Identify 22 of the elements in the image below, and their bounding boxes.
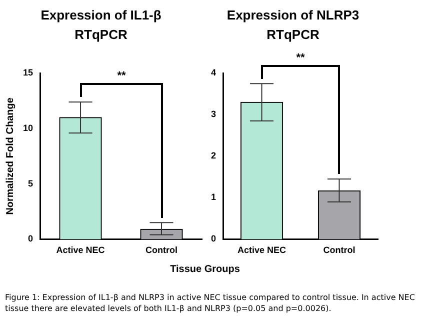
y-tick-label: 1 xyxy=(210,192,216,202)
y-axis-title: Normalized Fold Change xyxy=(4,97,16,215)
y-tick-label: 0 xyxy=(28,234,34,244)
x-axis-title: Tissue Groups xyxy=(169,264,241,275)
chart-title: Expression of NLRP3 xyxy=(226,7,360,22)
x-tick-label: Control xyxy=(323,245,356,256)
x-tick-label: Active NEC xyxy=(56,245,106,256)
chart-subtitle: RTqPCR xyxy=(74,26,128,42)
y-tick-label: 2 xyxy=(210,150,216,161)
y-tick-label: 15 xyxy=(22,68,34,78)
chart-title: Expression of IL1-β xyxy=(40,7,162,22)
chart-subtitle: RTqPCR xyxy=(266,26,320,42)
y-tick-label: 5 xyxy=(28,178,34,188)
annotation: ** xyxy=(116,70,127,82)
text: ** xyxy=(295,52,306,64)
caption: Figure 1: Expression of IL1-β and NLRP3 in active NEC tissue compared to control tissue. In active NEC tissue there are elevated levels of both IL1-β and NLRP3 (p=0.05 and p=0.0026). xyxy=(5,292,416,314)
x-tick-label: Control xyxy=(146,245,178,256)
y-tick-label: 10 xyxy=(22,123,34,134)
y-tick-label: 4 xyxy=(210,68,216,78)
y-tick-label: 0 xyxy=(210,234,216,244)
x-tick-label: Active NEC xyxy=(237,245,287,256)
y-tick-label: 3 xyxy=(210,109,216,120)
